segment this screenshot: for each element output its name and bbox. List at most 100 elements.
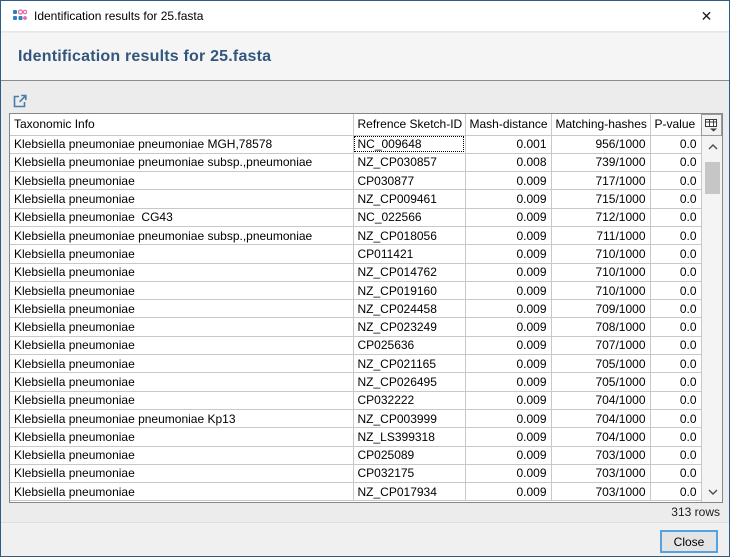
cell-p-value[interactable]: 0.0: [650, 372, 702, 392]
cell-matching-hashes[interactable]: 715/1000: [551, 189, 651, 209]
table-row[interactable]: Klebsiella pneumoniae NZ_CP026495 0.009 705…: [10, 372, 702, 392]
cell-mash-distance[interactable]: 0.009: [465, 354, 552, 374]
table-row[interactable]: Klebsiella pneumoniae NZ_CP019160 0.009 710…: [10, 281, 702, 301]
cell-matching-hashes[interactable]: 717/1000: [551, 171, 651, 191]
cell-sketch-id[interactable]: CP032175: [353, 464, 466, 484]
vertical-scrollbar[interactable]: [701, 136, 722, 502]
cell-matching-hashes[interactable]: 704/1000: [551, 391, 651, 410]
cell-matching-hashes[interactable]: 703/1000: [551, 482, 651, 502]
cell-p-value[interactable]: 0.0: [650, 135, 702, 154]
cell-matching-hashes[interactable]: 710/1000: [551, 244, 651, 264]
cell-sketch-id[interactable]: CP030877: [353, 171, 466, 191]
cell-sketch-id[interactable]: NZ_CP017934: [353, 482, 466, 502]
table-row[interactable]: Klebsiella pneumoniae CP032222 0.009 704/10…: [10, 391, 702, 410]
table-row[interactable]: Klebsiella pneumoniae NZ_CP021165 0.009 705…: [10, 354, 702, 374]
column-header-mash-distance[interactable]: Mash-distance: [465, 114, 552, 136]
cell-p-value[interactable]: 0.0: [650, 427, 702, 447]
cell-p-value[interactable]: 0.0: [650, 354, 702, 374]
table-row[interactable]: Klebsiella pneumoniae NZ_CP017934 0.009 703…: [10, 482, 702, 502]
table-row[interactable]: Klebsiella pneumoniae NZ_CP023249 0.009 708…: [10, 317, 702, 337]
cell-taxonomic-info[interactable]: Klebsiella pneumoniae: [10, 281, 354, 301]
cell-sketch-id[interactable]: NZ_CP014762: [353, 263, 466, 282]
cell-p-value[interactable]: 0.0: [650, 409, 702, 429]
cell-taxonomic-info[interactable]: Klebsiella pneumoniae: [10, 391, 354, 410]
cell-taxonomic-info[interactable]: Klebsiella pneumoniae: [10, 299, 354, 319]
cell-matching-hashes[interactable]: 711/1000: [551, 226, 651, 246]
cell-taxonomic-info[interactable]: Klebsiella pneumoniae: [10, 427, 354, 447]
scroll-up-icon[interactable]: [703, 138, 722, 155]
cell-taxonomic-info[interactable]: Klebsiella pneumoniae: [10, 317, 354, 337]
cell-mash-distance[interactable]: 0.009: [465, 189, 552, 209]
cell-matching-hashes[interactable]: 704/1000: [551, 409, 651, 429]
cell-matching-hashes[interactable]: 709/1000: [551, 299, 651, 319]
cell-mash-distance[interactable]: 0.009: [465, 391, 552, 410]
cell-taxonomic-info[interactable]: Klebsiella pneumoniae: [10, 189, 354, 209]
table-row[interactable]: Klebsiella pneumoniae pneumoniae Kp13 NZ_…: [10, 409, 702, 429]
cell-taxonomic-info[interactable]: Klebsiella pneumoniae: [10, 464, 354, 484]
cell-sketch-id[interactable]: NZ_CP019160: [353, 281, 466, 301]
cell-taxonomic-info[interactable]: Klebsiella pneumoniae: [10, 354, 354, 374]
cell-mash-distance[interactable]: 0.009: [465, 317, 552, 337]
cell-matching-hashes[interactable]: 703/1000: [551, 464, 651, 484]
cell-taxonomic-info[interactable]: Klebsiella pneumoniae pneumoniae subsp.,…: [10, 226, 354, 246]
cell-taxonomic-info[interactable]: Klebsiella pneumoniae: [10, 171, 354, 191]
table-row[interactable]: Klebsiella pneumoniae pneumoniae subsp.,…: [10, 153, 702, 173]
cell-mash-distance[interactable]: 0.009: [465, 336, 552, 356]
cell-mash-distance[interactable]: 0.009: [465, 208, 552, 227]
cell-taxonomic-info[interactable]: Klebsiella pneumoniae: [10, 482, 354, 502]
table-row[interactable]: Klebsiella pneumoniae CP032175 0.009 703/10…: [10, 464, 702, 484]
column-header-taxonomic-info[interactable]: Taxonomic Info: [10, 114, 354, 136]
cell-matching-hashes[interactable]: 956/1000: [551, 135, 651, 154]
cell-p-value[interactable]: 0.0: [650, 391, 702, 410]
cell-p-value[interactable]: 0.0: [650, 208, 702, 227]
table-row[interactable]: Klebsiella pneumoniae pneumoniae MGH,785…: [10, 135, 702, 154]
cell-sketch-id[interactable]: NZ_CP030857: [353, 153, 466, 173]
cell-mash-distance[interactable]: 0.009: [465, 244, 552, 264]
cell-mash-distance[interactable]: 0.009: [465, 464, 552, 484]
cell-sketch-id[interactable]: NZ_CP009461: [353, 189, 466, 209]
cell-taxonomic-info[interactable]: Klebsiella pneumoniae: [10, 263, 354, 282]
column-picker-icon[interactable]: [701, 114, 722, 136]
table-row[interactable]: Klebsiella pneumoniae CP011421 0.009 710/10…: [10, 244, 702, 264]
close-icon[interactable]: ✕: [684, 1, 729, 31]
table-row[interactable]: Klebsiella pneumoniae NZ_CP009461 0.009 715…: [10, 189, 702, 209]
cell-matching-hashes[interactable]: 710/1000: [551, 263, 651, 282]
table-row[interactable]: Klebsiella pneumoniae NZ_CP024458 0.009 709…: [10, 299, 702, 319]
cell-p-value[interactable]: 0.0: [650, 189, 702, 209]
cell-taxonomic-info[interactable]: Klebsiella pneumoniae pneumoniae MGH,785…: [10, 135, 354, 154]
cell-p-value[interactable]: 0.0: [650, 263, 702, 282]
cell-taxonomic-info[interactable]: Klebsiella pneumoniae CG43: [10, 208, 354, 227]
cell-matching-hashes[interactable]: 739/1000: [551, 153, 651, 173]
cell-mash-distance[interactable]: 0.009: [465, 446, 552, 465]
cell-sketch-id[interactable]: NZ_CP003999: [353, 409, 466, 429]
cell-p-value[interactable]: 0.0: [650, 226, 702, 246]
cell-taxonomic-info[interactable]: Klebsiella pneumoniae: [10, 244, 354, 264]
cell-taxonomic-info[interactable]: Klebsiella pneumoniae: [10, 446, 354, 465]
cell-p-value[interactable]: 0.0: [650, 299, 702, 319]
table-row[interactable]: Klebsiella pneumoniae pneumoniae subsp.,…: [10, 226, 702, 246]
column-header-sketch-id[interactable]: Refrence Sketch-ID: [353, 114, 466, 136]
table-row[interactable]: Klebsiella pneumoniae NZ_CP014762 0.009 710…: [10, 263, 702, 282]
cell-matching-hashes[interactable]: 712/1000: [551, 208, 651, 227]
cell-p-value[interactable]: 0.0: [650, 153, 702, 173]
cell-taxonomic-info[interactable]: Klebsiella pneumoniae pneumoniae subsp.,…: [10, 153, 354, 173]
column-header-p-value[interactable]: P-value: [650, 114, 702, 136]
cell-matching-hashes[interactable]: 708/1000: [551, 317, 651, 337]
cell-sketch-id[interactable]: NZ_CP018056: [353, 226, 466, 246]
table-row[interactable]: Klebsiella pneumoniae CP025636 0.009 707/10…: [10, 336, 702, 356]
cell-sketch-id[interactable]: CP032222: [353, 391, 466, 410]
cell-sketch-id[interactable]: CP011421: [353, 244, 466, 264]
cell-p-value[interactable]: 0.0: [650, 171, 702, 191]
cell-matching-hashes[interactable]: 705/1000: [551, 354, 651, 374]
cell-matching-hashes[interactable]: 703/1000: [551, 446, 651, 465]
table-row[interactable]: Klebsiella pneumoniae CP025089 0.009 703/10…: [10, 446, 702, 465]
cell-mash-distance[interactable]: 0.009: [465, 427, 552, 447]
table-row[interactable]: Klebsiella pneumoniae CG43 NC_022566 0.009…: [10, 208, 702, 227]
cell-p-value[interactable]: 0.0: [650, 317, 702, 337]
cell-p-value[interactable]: 0.0: [650, 464, 702, 484]
table-row[interactable]: Klebsiella pneumoniae NZ_LS399318 0.009 704…: [10, 427, 702, 447]
cell-p-value[interactable]: 0.0: [650, 482, 702, 502]
cell-matching-hashes[interactable]: 707/1000: [551, 336, 651, 356]
cell-taxonomic-info[interactable]: Klebsiella pneumoniae: [10, 372, 354, 392]
cell-sketch-id[interactable]: NZ_CP021165: [353, 354, 466, 374]
